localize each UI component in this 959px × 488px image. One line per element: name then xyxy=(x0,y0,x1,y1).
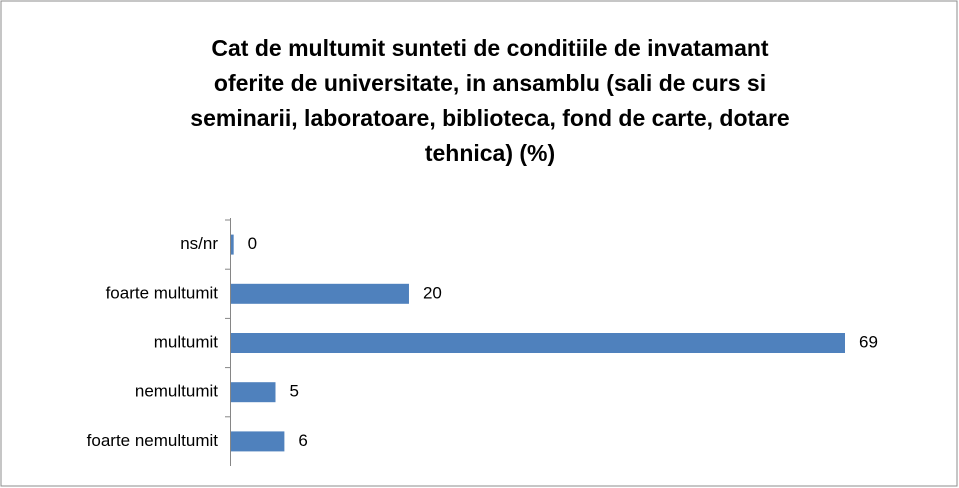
bar xyxy=(231,234,234,255)
data-label: 6 xyxy=(298,431,307,450)
chart-title: tehnica) (%) xyxy=(425,140,555,166)
chart-title: oferite de universitate, in ansamblu (sa… xyxy=(214,70,766,96)
y-tick-label: nemultumit xyxy=(135,382,218,401)
data-label: 20 xyxy=(423,283,442,302)
y-tick-label: ns/nr xyxy=(180,234,218,253)
bar xyxy=(231,431,285,452)
y-tick-label: multumit xyxy=(154,332,219,351)
bar xyxy=(231,382,276,403)
y-tick-label: foarte multumit xyxy=(106,283,219,302)
bar xyxy=(231,333,845,353)
y-tick-label: foarte nemultumit xyxy=(87,431,219,450)
chart-title: Cat de multumit sunteti de conditiile de… xyxy=(211,35,769,61)
bar xyxy=(231,283,409,304)
data-label: 5 xyxy=(289,382,298,401)
chart-title: seminarii, laboratoare, biblioteca, fond… xyxy=(190,105,789,131)
data-label: 69 xyxy=(859,332,878,351)
data-label: 0 xyxy=(248,234,257,253)
